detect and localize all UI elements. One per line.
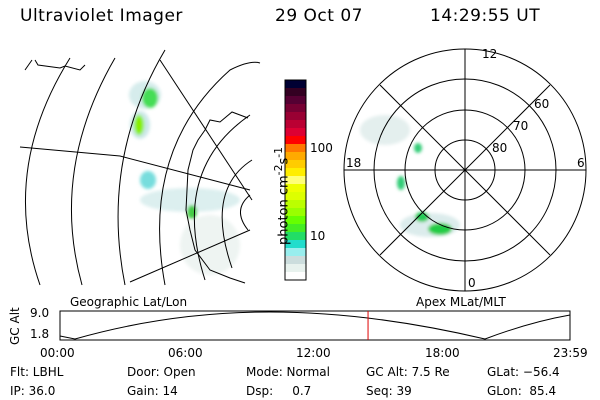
status-glon: GLon: 85.4 xyxy=(487,384,557,398)
colorbar-swatch xyxy=(285,152,306,161)
colorbar-swatch xyxy=(285,96,306,105)
colorbar-swatch xyxy=(285,256,306,265)
colorbar-unit-exp2: -1 xyxy=(272,146,285,158)
colorbar-unit-exp1: -2 xyxy=(272,164,285,176)
colorbar-swatch xyxy=(285,136,306,145)
colorbar-swatch xyxy=(285,200,306,209)
colorbar-swatch xyxy=(285,216,306,225)
mlat-label-80: 80 xyxy=(492,141,508,155)
polar-plot xyxy=(343,48,587,292)
status-gc-alt: GC Alt: 7.5 Re xyxy=(366,365,450,379)
colorbar-swatch xyxy=(285,208,306,217)
mlat-label-60: 60 xyxy=(534,97,550,111)
colorbar-swatch xyxy=(285,240,306,249)
mlat-label-70: 70 xyxy=(513,119,529,133)
app-title: Ultraviolet Imager xyxy=(20,6,183,26)
status-seq: Seq: 39 xyxy=(366,384,412,398)
mlt-label-0: 0 xyxy=(468,276,476,290)
status-filter: Flt: LBHL xyxy=(10,365,64,379)
colorbar-unit-s: s xyxy=(276,157,292,165)
colorbar-unit: photon cm xyxy=(276,175,292,245)
colorbar-swatch xyxy=(285,144,306,153)
timeline-xtick: 06:00 xyxy=(168,346,203,360)
colorbar-swatch xyxy=(285,128,306,137)
colorbar-swatch xyxy=(285,160,306,169)
image-date: 29 Oct 07 xyxy=(275,6,363,26)
colorbar-swatch xyxy=(285,80,306,89)
colorbar xyxy=(285,80,306,281)
coastline xyxy=(24,59,86,71)
coastline-antarctica xyxy=(185,111,249,284)
status-glat: GLat: −56.4 xyxy=(487,365,560,379)
mlt-label-6: 6 xyxy=(577,156,585,170)
timeline-ytick-min: 1.8 xyxy=(30,327,50,341)
apex-panel-label: Apex MLat/MLT xyxy=(416,295,506,309)
colorbar-swatch xyxy=(285,104,306,113)
colorbar-swatch xyxy=(285,232,306,241)
colorbar-swatch xyxy=(285,224,306,233)
colorbar-swatch xyxy=(285,248,306,257)
status-door: Door: Open xyxy=(127,365,196,379)
colorbar-label: photon cm-2s-1 xyxy=(272,147,291,245)
timeline-xtick: 00:00 xyxy=(40,346,75,360)
mlt-label-12: 12 xyxy=(482,47,498,61)
altitude-timeline xyxy=(59,310,571,341)
colorbar-swatch xyxy=(285,272,306,281)
status-mode: Mode: Normal xyxy=(246,365,330,379)
colorbar-swatch xyxy=(285,264,306,273)
aurora-emission-polar xyxy=(360,115,460,237)
colorbar-swatch xyxy=(285,120,306,129)
status-ip: IP: 36.0 xyxy=(10,384,56,398)
colorbar-swatch xyxy=(285,184,306,193)
colorbar-swatch xyxy=(285,88,306,97)
colorbar-swatch xyxy=(285,192,306,201)
colorbar-tick-100: 100 xyxy=(310,141,333,155)
status-gain: Gain: 14 xyxy=(127,384,178,398)
timeline-xtick: 12:00 xyxy=(296,346,331,360)
mlt-label-18: 18 xyxy=(346,156,362,170)
timeline-ytick-max: 9.0 xyxy=(30,306,50,320)
timeline-ylabel: GC Alt xyxy=(8,307,22,345)
colorbar-swatch xyxy=(285,112,306,121)
status-dsp: Dsp: 0.7 xyxy=(246,384,312,398)
colorbar-swatch xyxy=(285,176,306,185)
colorbar-tick-10: 10 xyxy=(310,229,326,243)
aurora-emission-geo xyxy=(129,81,240,275)
timeline-xtick: 18:00 xyxy=(425,346,460,360)
geographic-panel-label: Geographic Lat/Lon xyxy=(70,295,188,309)
timeline-xtick: 23:59 xyxy=(553,346,588,360)
colorbar-swatch xyxy=(285,168,306,177)
image-time: 14:29:55 UT xyxy=(430,6,541,26)
